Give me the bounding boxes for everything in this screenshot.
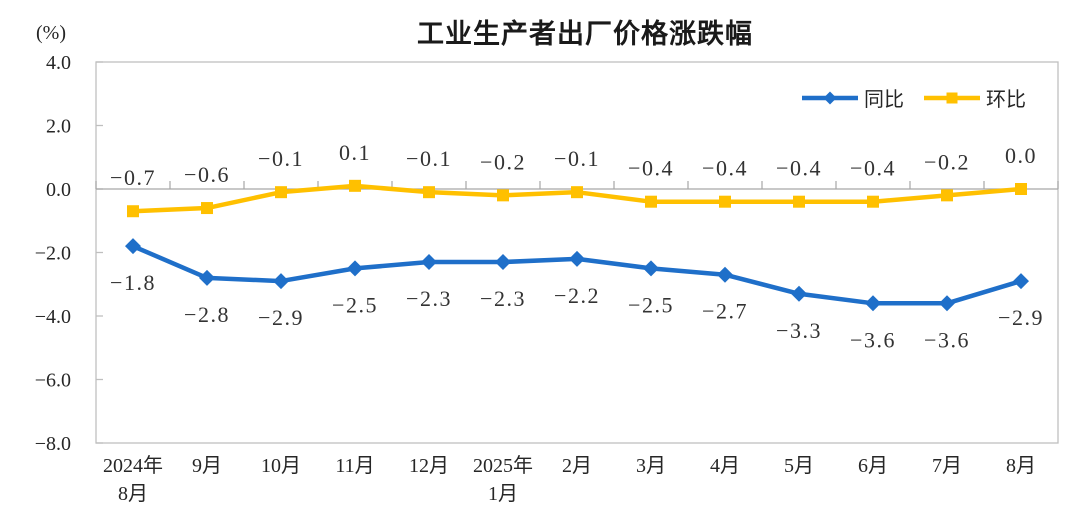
data-point-marker xyxy=(717,266,733,283)
data-point-marker xyxy=(571,186,583,199)
data-point-label: −0.4 xyxy=(850,156,896,181)
data-point-label: −2.3 xyxy=(406,286,452,311)
data-point-marker xyxy=(1015,183,1027,195)
x-axis-label: 9月 xyxy=(192,455,222,477)
yoy-line-marker-icon xyxy=(802,91,858,104)
data-point-marker xyxy=(497,189,509,202)
y-axis-tick-label: 0.0 xyxy=(46,179,71,201)
data-point-marker xyxy=(199,269,215,286)
data-point-label: −2.9 xyxy=(998,305,1044,330)
data-point-label: −0.6 xyxy=(184,162,230,187)
data-point-marker xyxy=(349,179,361,192)
x-axis-label: 3月 xyxy=(636,455,666,477)
data-point-marker xyxy=(941,189,953,202)
y-axis-tick-label: −4.0 xyxy=(35,306,71,328)
data-point-label: −2.3 xyxy=(480,286,526,311)
data-point-marker xyxy=(125,238,141,255)
y-axis-tick-label: −2.0 xyxy=(35,243,71,265)
data-point-label: −2.8 xyxy=(184,302,230,327)
data-point-marker xyxy=(423,186,435,199)
data-point-marker xyxy=(939,295,955,312)
data-point-label: −2.5 xyxy=(628,292,674,317)
data-point-label: −3.6 xyxy=(850,327,896,352)
data-point-marker xyxy=(127,205,139,218)
x-axis-label: 4月 xyxy=(710,455,740,477)
data-point-marker xyxy=(421,254,437,271)
data-point-marker xyxy=(719,195,731,208)
data-point-marker xyxy=(275,186,287,199)
data-point-marker xyxy=(1013,273,1029,290)
data-point-label: −2.9 xyxy=(258,305,304,330)
y-axis-tick-label: −8.0 xyxy=(35,433,71,455)
data-point-label: −0.2 xyxy=(924,149,970,174)
legend-entry-yoy: 同比 xyxy=(802,83,904,112)
x-axis-label: 2024年 xyxy=(103,454,163,477)
data-point-marker xyxy=(791,285,807,302)
data-point-label: −3.3 xyxy=(776,318,822,343)
data-point-label: −0.7 xyxy=(110,165,156,190)
data-point-label: −0.4 xyxy=(702,156,748,181)
data-point-marker xyxy=(793,195,805,208)
data-point-label: 0.1 xyxy=(339,140,371,165)
legend-entry-mom: 环比 xyxy=(924,83,1026,112)
legend: 同比 环比 xyxy=(802,83,1026,112)
data-point-label: −2.5 xyxy=(332,292,378,317)
x-axis-label: 1月 xyxy=(488,483,518,505)
data-point-marker xyxy=(645,195,657,208)
data-point-label: −3.6 xyxy=(924,327,970,352)
mom-line-marker-icon xyxy=(924,92,980,103)
data-point-label: −1.8 xyxy=(110,270,156,295)
data-point-label: −0.1 xyxy=(258,146,304,171)
data-point-marker xyxy=(643,260,659,277)
y-axis-tick-label: 2.0 xyxy=(46,116,71,138)
data-point-label: −0.4 xyxy=(776,156,822,181)
x-axis-label: 8月 xyxy=(1006,455,1036,477)
data-point-marker xyxy=(201,202,213,215)
data-point-label: −2.2 xyxy=(554,283,600,308)
x-axis-label: 11月 xyxy=(335,455,374,477)
y-axis-tick-label: −6.0 xyxy=(35,370,71,392)
data-point-label: −0.2 xyxy=(480,149,526,174)
x-axis-label: 5月 xyxy=(784,455,814,477)
legend-label-yoy: 同比 xyxy=(864,89,904,111)
data-point-label: −0.1 xyxy=(406,146,452,171)
chart-title: 工业生产者出厂价格涨跌幅 xyxy=(417,19,753,49)
data-point-marker xyxy=(347,260,363,277)
data-point-label: −0.4 xyxy=(628,156,674,181)
data-point-label: −2.7 xyxy=(702,299,748,324)
x-axis-label: 7月 xyxy=(932,455,962,477)
x-axis-label: 2025年 xyxy=(473,454,533,477)
y-axis-unit-label: (%) xyxy=(36,22,66,44)
data-point-marker xyxy=(569,250,585,267)
data-point-label: −0.1 xyxy=(554,146,600,171)
data-point-marker xyxy=(867,195,879,208)
x-axis-label: 8月 xyxy=(118,483,148,505)
data-point-marker xyxy=(865,295,881,312)
x-axis-label: 2月 xyxy=(562,455,592,477)
data-point-marker xyxy=(495,254,511,271)
y-axis-tick-label: 4.0 xyxy=(46,52,71,74)
x-axis-label: 12月 xyxy=(409,455,449,477)
data-point-label: 0.0 xyxy=(1005,143,1037,168)
legend-label-mom: 环比 xyxy=(986,89,1026,111)
x-axis-label: 10月 xyxy=(261,455,301,477)
x-axis-label: 6月 xyxy=(858,455,888,477)
data-point-marker xyxy=(273,273,289,290)
